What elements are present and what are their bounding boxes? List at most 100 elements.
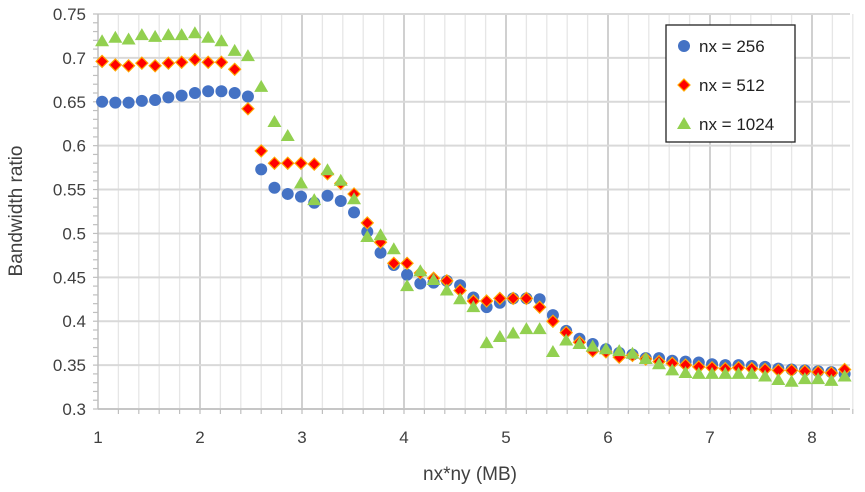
data-point <box>215 85 228 98</box>
data-point <box>519 291 534 306</box>
x-tick-label: 6 <box>603 428 612 447</box>
data-point <box>108 58 123 72</box>
data-point <box>241 101 255 116</box>
data-point <box>307 157 322 171</box>
data-point <box>135 94 148 107</box>
data-point <box>598 342 613 355</box>
y-tick-label: 0.4 <box>62 312 86 331</box>
legend: nx = 256 nx = 512 nx = 1024 <box>665 24 796 143</box>
data-point <box>201 30 216 43</box>
data-point <box>162 91 175 104</box>
data-point <box>135 56 149 71</box>
data-point <box>585 339 600 352</box>
data-point <box>95 54 109 69</box>
x-tick-label: 4 <box>399 428 408 447</box>
data-point <box>148 29 163 42</box>
data-point <box>214 34 229 47</box>
legend-marker <box>678 40 690 52</box>
data-point <box>280 129 295 142</box>
data-point <box>161 28 176 41</box>
y-tick-label: 0.3 <box>62 400 86 419</box>
series-512 <box>95 52 852 380</box>
data-point <box>665 363 680 376</box>
data-point <box>202 85 215 98</box>
data-point <box>96 95 109 108</box>
data-point <box>321 189 334 202</box>
data-point <box>479 294 494 308</box>
data-point <box>134 28 149 41</box>
data-point <box>612 344 627 357</box>
data-point <box>453 292 468 305</box>
data-point <box>401 268 414 281</box>
data-point <box>426 272 441 285</box>
data-point <box>228 87 241 99</box>
y-tick-label: 0.75 <box>53 5 86 24</box>
y-tick-label: 0.5 <box>62 224 86 243</box>
data-point <box>255 163 268 176</box>
data-point <box>533 293 546 306</box>
x-tick-label: 2 <box>195 428 204 447</box>
data-point <box>320 163 335 176</box>
data-point <box>240 49 255 62</box>
data-point <box>824 373 839 386</box>
data-point <box>293 176 308 189</box>
data-point <box>109 96 122 109</box>
data-point <box>122 96 135 109</box>
legend-marker <box>677 78 691 92</box>
data-point <box>374 246 387 259</box>
data-point <box>334 194 347 207</box>
data-point <box>373 228 388 241</box>
data-point <box>479 336 494 349</box>
data-point <box>241 90 254 103</box>
data-point <box>188 52 202 67</box>
x-tick-label: 3 <box>297 428 306 447</box>
data-point <box>161 56 176 71</box>
data-point <box>267 114 282 127</box>
data-point <box>652 357 666 370</box>
data-point <box>493 291 507 306</box>
data-point <box>519 322 534 335</box>
data-point <box>797 372 812 385</box>
data-point <box>360 229 375 242</box>
y-tick-label: 0.55 <box>53 181 86 200</box>
data-point <box>267 156 282 171</box>
legend-label: nx = 1024 <box>699 115 774 134</box>
data-point <box>281 187 294 200</box>
data-point <box>546 314 560 329</box>
y-tick-label: 0.35 <box>53 356 86 375</box>
data-point <box>386 242 401 255</box>
x-tick-label: 8 <box>807 428 816 447</box>
data-point <box>188 87 201 99</box>
data-point <box>758 369 773 382</box>
data-point <box>691 366 706 379</box>
data-point <box>121 32 136 45</box>
y-tick-label: 0.7 <box>62 49 86 68</box>
data-point <box>254 79 269 92</box>
data-point <box>214 55 229 70</box>
data-point <box>784 374 799 387</box>
data-point <box>572 337 587 350</box>
y-axis-label: Bandwidth ratio <box>6 146 27 277</box>
series-1024 <box>95 26 852 387</box>
data-point <box>348 206 361 219</box>
data-point <box>108 30 123 43</box>
data-point <box>174 28 189 41</box>
data-point <box>333 173 348 186</box>
data-point <box>731 366 746 379</box>
data-point <box>268 181 281 194</box>
data-point <box>439 283 454 296</box>
data-point <box>837 369 852 382</box>
data-point <box>373 235 388 250</box>
legend-label: nx = 512 <box>699 76 765 95</box>
legend-label: nx = 256 <box>699 37 765 56</box>
data-point <box>121 58 136 73</box>
data-point <box>149 94 162 107</box>
data-point <box>506 291 520 306</box>
x-tick-label: 5 <box>501 428 510 447</box>
data-point <box>638 351 653 364</box>
data-point <box>414 277 427 290</box>
x-axis-label: nx*ny (MB) <box>423 464 517 485</box>
data-point <box>294 156 308 171</box>
data-point <box>174 55 189 70</box>
